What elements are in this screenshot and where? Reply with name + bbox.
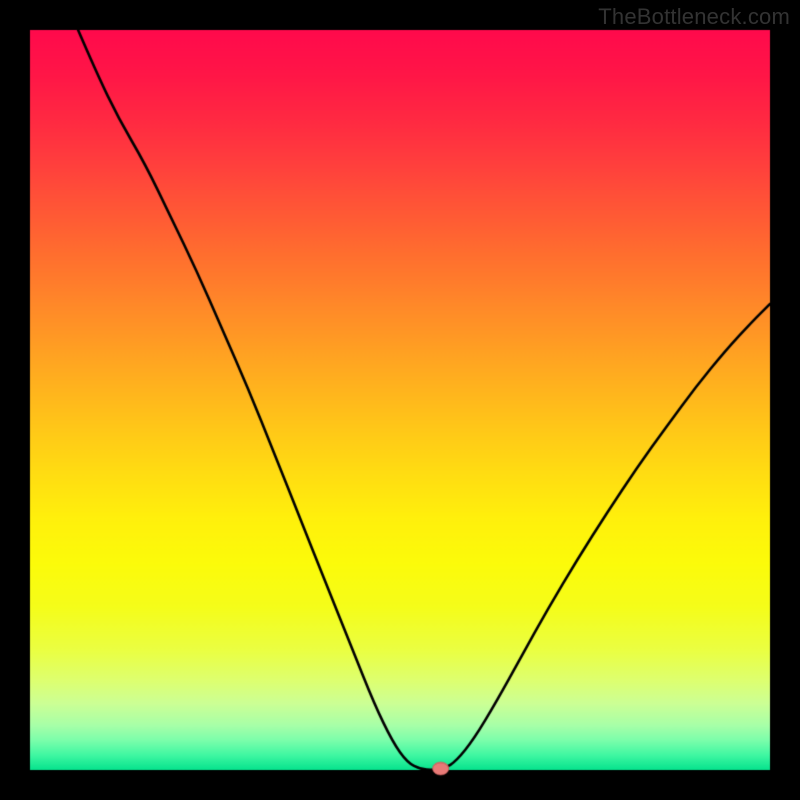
bottleneck-chart-canvas — [0, 0, 800, 800]
watermark-text: TheBottleneck.com — [598, 4, 790, 30]
